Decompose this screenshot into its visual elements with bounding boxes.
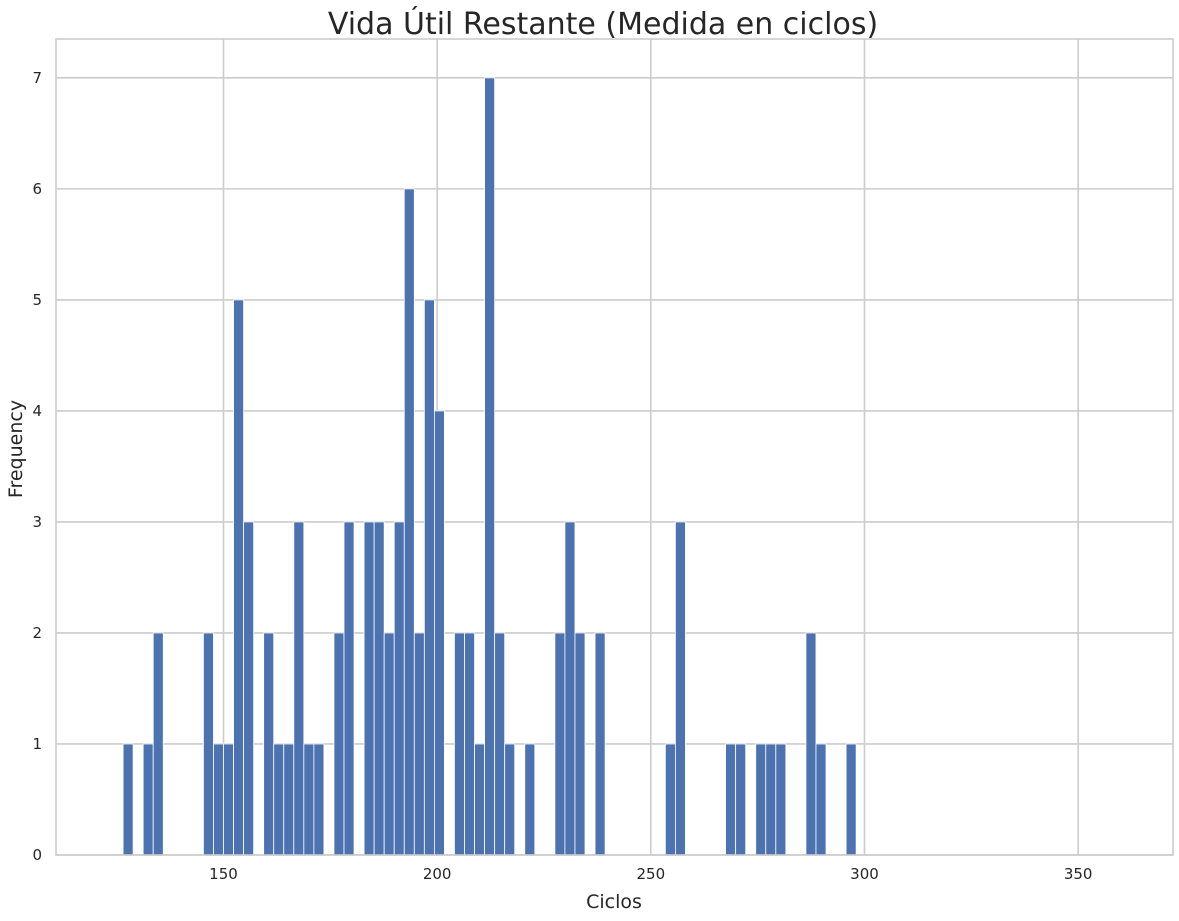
histogram-bar (152, 632, 164, 856)
histogram-bar (293, 521, 305, 856)
y-tick-label: 3 (32, 513, 42, 531)
histogram-bar (373, 521, 385, 856)
histogram-bar (203, 632, 214, 856)
histogram-bar (363, 521, 375, 856)
y-axis-label: Frequency (5, 400, 27, 498)
histogram-bar (755, 743, 767, 856)
histogram-bar (594, 632, 606, 856)
histogram-bar (735, 743, 747, 856)
histogram-bar (674, 521, 686, 856)
histogram-bar (433, 410, 445, 856)
histogram-bar (233, 299, 244, 856)
y-tick-label: 4 (32, 402, 42, 420)
x-tick-label: 200 (423, 865, 452, 883)
x-tick-label: 300 (850, 865, 879, 883)
tick-labels: 150 200 250 300 350 0 1 2 3 4 5 6 7 (32, 69, 1092, 883)
histogram-bar (413, 632, 425, 856)
histogram-bar (333, 632, 345, 856)
histogram-bar (273, 743, 285, 856)
histogram-bar (765, 743, 777, 856)
y-tick-label: 0 (32, 846, 42, 864)
histogram-bar (213, 743, 224, 856)
histogram-bar (454, 632, 465, 856)
histogram-bar (223, 743, 234, 856)
y-tick-label: 5 (32, 291, 42, 309)
histogram-bar (393, 521, 405, 856)
chart-title: Vida Útil Restante (Medida en ciclos) (328, 5, 878, 42)
histogram-bar (554, 632, 566, 856)
histogram-bar (574, 632, 586, 856)
histogram-bar (243, 521, 255, 856)
histogram-bar (122, 743, 134, 856)
y-tick-label: 2 (32, 624, 42, 642)
x-axis-label: Ciclos (586, 891, 642, 913)
y-tick-label: 6 (32, 180, 42, 198)
x-tick-label: 250 (637, 865, 666, 883)
histogram-bar (263, 632, 275, 856)
y-tick-label: 7 (32, 69, 42, 87)
histogram-bar (815, 743, 827, 856)
histogram-bar (464, 632, 475, 856)
x-tick-label: 150 (209, 865, 238, 883)
histogram-bar (142, 743, 154, 856)
histogram-bar (383, 632, 395, 856)
plot-frame (55, 38, 1174, 856)
histogram-bar (303, 743, 315, 856)
histogram-bar (845, 743, 857, 856)
histogram-bar (474, 743, 485, 856)
bars (122, 77, 857, 856)
x-tick-label: 350 (1064, 865, 1093, 883)
grid (56, 39, 1173, 856)
histogram-bar (484, 77, 496, 856)
y-tick-label: 1 (32, 735, 42, 753)
histogram-bar (283, 743, 295, 856)
histogram-bar (494, 632, 506, 856)
histogram-bar (775, 743, 787, 856)
histogram-bar (725, 743, 737, 856)
histogram-bar (423, 299, 435, 856)
histogram-bar (343, 521, 355, 856)
histogram-bar (664, 743, 676, 856)
histogram-bar (504, 743, 516, 856)
histogram-bar (564, 521, 576, 856)
histogram-bar (403, 188, 415, 856)
histogram-bar (524, 743, 536, 856)
histogram-bar (313, 743, 325, 856)
histogram-bar (805, 632, 817, 856)
